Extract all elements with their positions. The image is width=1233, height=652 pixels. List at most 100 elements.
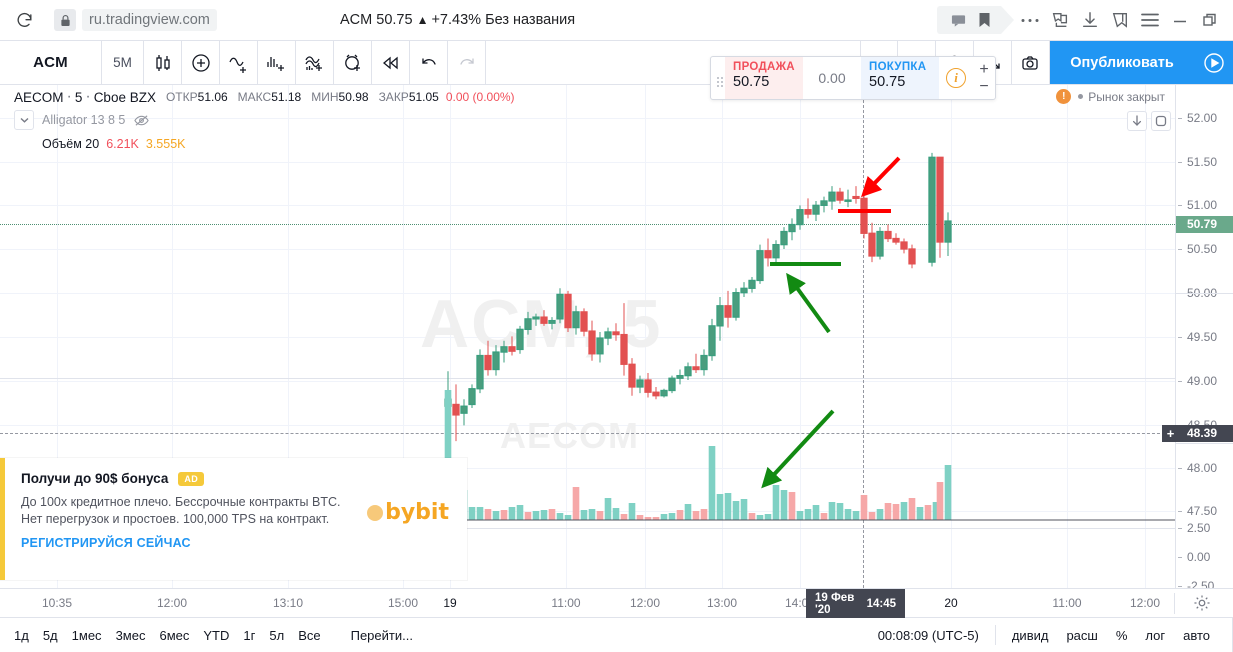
footer-right: 00:08:09 (UTC-5) дивид расш% лог авто (878, 618, 1233, 652)
footer-options: дивид расш% лог авто (1012, 628, 1228, 643)
browser-toolbar: ru.tradingview.com ACM 50.75 ▲ +7.43% Бе… (0, 0, 1233, 40)
gridline-v (403, 85, 404, 588)
time-tick: 12:00 (629, 596, 661, 610)
candle-body (812, 204, 820, 215)
footer-option[interactable]: % (1115, 627, 1128, 643)
volume-bar (444, 390, 452, 520)
range-button[interactable]: YTD (203, 627, 230, 643)
volume-bar (468, 507, 476, 520)
annotation-green-arrow-volume (761, 409, 835, 489)
volume-bar (812, 505, 820, 520)
range-button[interactable]: 1мес (71, 627, 102, 643)
footer-option[interactable]: расш (1066, 627, 1098, 643)
reload-icon[interactable] (12, 8, 36, 32)
range-button[interactable]: 6мес (159, 627, 190, 643)
volume-bar (684, 504, 692, 520)
info-glyph: i (946, 68, 966, 88)
goto-date-button[interactable]: Перейти... (350, 627, 413, 643)
clock-label[interactable]: 00:08:09 (UTC-5) (877, 627, 979, 643)
publish-button[interactable]: Опубликовать (1050, 41, 1194, 84)
chevron-down-icon[interactable] (14, 110, 34, 130)
legend-sep: · (85, 88, 91, 105)
settings-gear-icon[interactable] (1193, 594, 1211, 617)
legend-sep: · (66, 88, 72, 105)
quantity-stepper[interactable]: + − (973, 57, 995, 99)
info-icon[interactable]: i (939, 57, 973, 99)
range-button[interactable]: Все (298, 627, 321, 643)
compare-add-icon[interactable] (296, 40, 334, 85)
volume-bar (628, 503, 636, 520)
address-bar[interactable]: ru.tradingview.com (50, 7, 225, 33)
footer-bar: 1д 5д 1мес 3мес 6мес YTD 1г 5л Все Перейти... 00… (0, 618, 1233, 652)
range-button[interactable]: 5д (42, 627, 58, 643)
crosshair-price-badge: + 48.39 (1162, 425, 1233, 442)
candle-body (692, 366, 700, 371)
symbol-search-button[interactable]: ACM (0, 40, 102, 85)
snapshot-icon[interactable] (1012, 40, 1050, 85)
legend-indicator-row[interactable]: Alligator 13 8 5 (14, 110, 515, 130)
interval-button[interactable]: 5M (102, 40, 144, 85)
candle-body (708, 325, 716, 357)
drag-handle[interactable] (711, 57, 725, 99)
candle-body (604, 331, 612, 339)
footer-divider (994, 625, 996, 645)
bar-pattern-add-icon[interactable] (258, 40, 296, 85)
range-button[interactable]: 5л (269, 627, 285, 643)
candlestick-chart-type-icon[interactable] (144, 40, 182, 85)
bookmark-icon[interactable] (971, 5, 997, 35)
line-tool-add-icon[interactable] (220, 40, 258, 85)
ad-cta-link[interactable]: РЕГИСТРИРУЙСЯ СЕЙЧАС (21, 536, 191, 550)
candle-body (908, 248, 916, 265)
minimize-icon[interactable] (1165, 5, 1195, 35)
legend-symbol: AECOM (14, 89, 64, 105)
pane-separator (0, 378, 1175, 379)
scroll-to-realtime-button[interactable] (1127, 111, 1147, 131)
order-ticket-widget[interactable]: ПРОДАЖА 50.75 0.00 ПОКУПКА 50.75 i + − (710, 56, 996, 100)
replay-icon[interactable] (372, 40, 410, 85)
price-axis[interactable]: 52.0051.5051.0050.5050.0049.5049.0048.50… (1162, 85, 1233, 593)
redo-icon[interactable] (448, 40, 486, 85)
candle-body (588, 330, 596, 355)
volume-bar (660, 514, 668, 520)
hamburger-menu-icon[interactable] (1135, 5, 1165, 35)
candle-body (628, 363, 636, 388)
footer-option[interactable]: авто (1183, 627, 1210, 643)
footer-option[interactable]: дивид (1011, 627, 1049, 643)
hide-indicator-icon[interactable] (134, 114, 150, 127)
reset-chart-button[interactable] (1151, 111, 1171, 131)
indicators-add-icon[interactable] (182, 40, 220, 85)
range-button[interactable]: 3мес (115, 627, 146, 643)
comment-icon[interactable] (945, 5, 971, 35)
volume-bar (868, 512, 876, 520)
legend-symbol-row[interactable]: AECOM · 5 · Cboe BZX ОТКР51.06 МАКС51.18… (14, 88, 515, 106)
market-status[interactable]: ! Рынок закрыт (1056, 89, 1165, 104)
tab-group[interactable] (937, 5, 1014, 35)
volume-bar (852, 511, 860, 520)
restore-window-icon[interactable] (1195, 5, 1225, 35)
range-button[interactable]: 1д (14, 627, 29, 643)
more-options-icon[interactable] (1015, 5, 1045, 35)
advertisement-banner[interactable]: Получи до 90$ бонуса AD До 100x кредитно… (0, 458, 467, 580)
decrease-button[interactable]: − (979, 78, 989, 95)
buy-button[interactable]: ПОКУПКА 50.75 (861, 57, 939, 99)
time-tick: 11:00 (551, 596, 581, 610)
download-icon[interactable] (1075, 5, 1105, 35)
volume-bar (876, 509, 884, 520)
range-button[interactable]: 1г (243, 627, 256, 643)
legend-volume-value1: 6.21K (106, 137, 139, 151)
gridline-v (450, 85, 451, 588)
footer-option[interactable]: лог (1145, 627, 1166, 643)
time-axis[interactable]: 10:35 12:00 13:10 15:00 19 11:00 12:00 13:00 14:… (0, 588, 1233, 618)
legend-volume-row[interactable]: Объём 20 6.21K 3.555K (42, 135, 515, 153)
undo-icon[interactable] (410, 40, 448, 85)
alert-add-icon[interactable] (334, 40, 372, 85)
play-icon[interactable] (1194, 41, 1233, 84)
increase-button[interactable]: + (979, 61, 989, 78)
collections-icon[interactable] (1045, 5, 1075, 35)
ad-title: Получи до 90$ бонуса (21, 471, 169, 486)
sell-button[interactable]: ПРОДАЖА 50.75 (725, 57, 803, 99)
candle-body (892, 237, 900, 243)
candle-body (796, 209, 804, 226)
gridline-v (951, 85, 952, 588)
add-bookmark-icon[interactable] (1105, 5, 1135, 35)
